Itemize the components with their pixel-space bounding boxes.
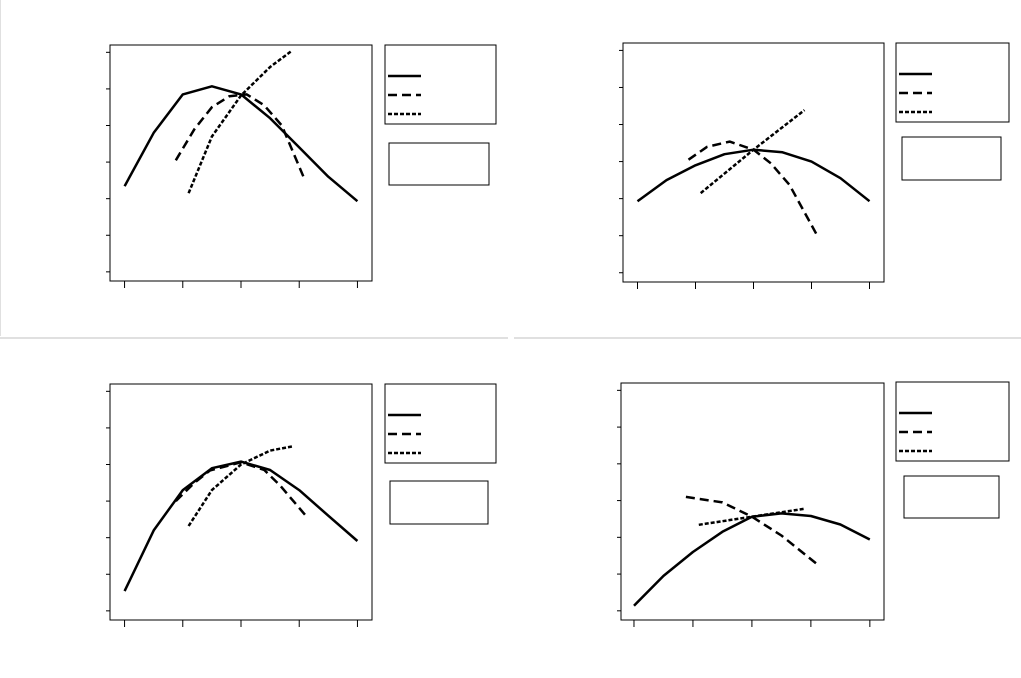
series-line: [174, 461, 308, 517]
series-line: [636, 148, 871, 203]
series-line: [187, 49, 293, 194]
plot-area: [620, 382, 885, 621]
series-line: [699, 109, 806, 195]
legend: [895, 381, 1010, 462]
legend: [895, 42, 1010, 123]
series-line: [187, 444, 294, 527]
series-line: [123, 85, 359, 203]
plot-area: [622, 42, 885, 283]
plot-area: [109, 44, 373, 282]
note-box: [901, 136, 1002, 181]
note-box: [389, 480, 489, 525]
legend: [384, 383, 497, 464]
note-box: [388, 142, 490, 186]
legend: [384, 44, 497, 125]
series-line: [685, 495, 819, 566]
series-line: [633, 512, 871, 607]
series-line: [123, 460, 359, 592]
note-box: [903, 475, 1000, 519]
series-line: [174, 93, 307, 181]
plot-area: [109, 383, 373, 621]
